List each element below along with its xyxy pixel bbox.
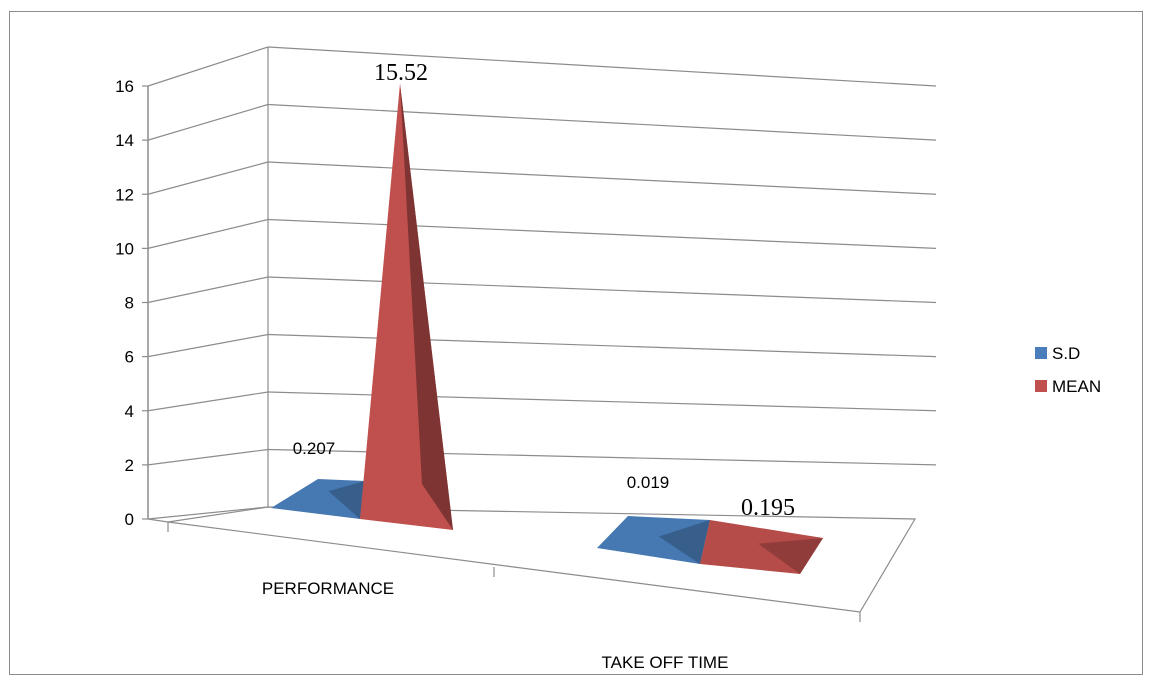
gridline-left-4: [147, 276, 269, 304]
y-axis-ticks: 0 2 4 6 8 10 12 14 16: [115, 77, 148, 529]
gridlines: [147, 46, 937, 520]
gridline-left-3: [147, 333, 269, 358]
legend-swatch-sd: [1035, 347, 1047, 359]
gridline-back-4: [267, 276, 937, 304]
y-tick-label-7: 14: [115, 131, 134, 150]
floor-left-edge: [147, 518, 169, 523]
pyramid-sd-take-off-time: [597, 516, 710, 564]
pyramid-base: [597, 516, 710, 564]
legend-swatch-mean: [1035, 380, 1047, 392]
chart-frame: [9, 11, 1143, 675]
legend: S.D MEAN: [1035, 344, 1101, 396]
gridline-left-7: [147, 103, 269, 141]
y-tick-label-0: 0: [125, 510, 134, 529]
pyramid-side-face: [400, 83, 453, 531]
y-tick-label-3: 6: [125, 348, 134, 367]
y-tick-label-1: 2: [125, 456, 134, 475]
y-tick-label-2: 4: [125, 402, 134, 421]
data-label-sd-take-off-time: 0.019: [627, 473, 670, 492]
pyramid-side-face: [758, 538, 823, 574]
category-label-0: PERFORMANCE: [262, 579, 394, 598]
y-tick-label-4: 8: [125, 294, 134, 313]
x-axis-categories: PERFORMANCE TAKE OFF TIME: [262, 579, 729, 672]
gridline-back-3: [267, 333, 937, 358]
gridline-back-7: [267, 103, 937, 141]
pyramid-mean-take-off-time: [700, 520, 823, 574]
gridline-left-8: [147, 46, 269, 87]
category-label-1: TAKE OFF TIME: [602, 653, 729, 672]
y-tick-label-5: 10: [115, 239, 134, 258]
pyramid-mean-performance: [360, 83, 453, 531]
gridline-left-1: [147, 448, 269, 466]
gridline-left-5: [147, 218, 269, 249]
legend-label-mean: MEAN: [1052, 377, 1101, 396]
gridline-back-8: [267, 46, 937, 87]
y-tick-label-8: 16: [115, 77, 134, 96]
data-label-mean-take-off-time: 0.195: [741, 495, 795, 521]
gridline-back-6: [267, 161, 937, 195]
pyramid-sd-performance: [271, 479, 365, 519]
gridline-back-5: [267, 218, 937, 249]
legend-label-sd: S.D: [1052, 344, 1080, 363]
gridline-left-2: [147, 391, 269, 412]
gridline-left-6: [147, 161, 269, 195]
y-tick-label-6: 12: [115, 185, 134, 204]
data-label-sd-performance: 0.207: [293, 439, 336, 458]
pyramid-side-face: [328, 481, 365, 519]
floor: [167, 506, 917, 613]
gridline-back-2: [267, 391, 937, 412]
chart-marks: [271, 83, 823, 574]
data-label-mean-performance: 15.52: [374, 60, 428, 86]
gridline-left-0: [147, 506, 269, 520]
pyramid-side-face: [658, 520, 710, 564]
data-labels: 0.207 0.019 15.52 0.195: [293, 60, 795, 521]
